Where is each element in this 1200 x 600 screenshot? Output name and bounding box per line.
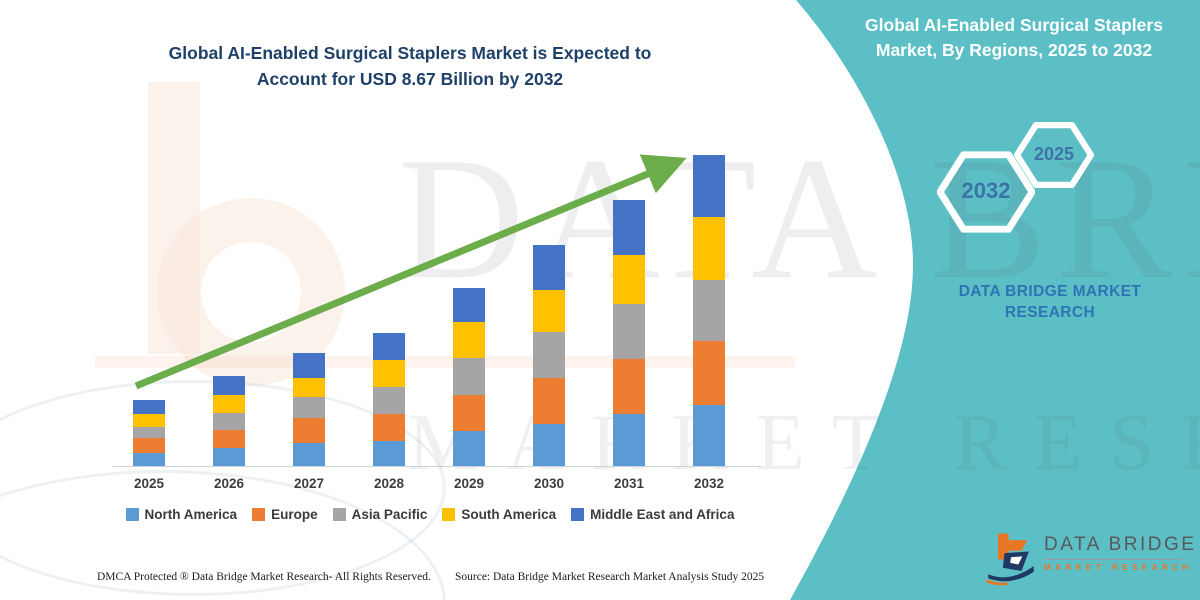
logo-divider-line bbox=[1044, 559, 1182, 560]
bar-segment-2027-south-america bbox=[293, 378, 325, 397]
legend-swatch bbox=[442, 508, 456, 521]
bar-segment-2027-north-america bbox=[293, 443, 325, 466]
chart-title: Global AI-Enabled Surgical Staplers Mark… bbox=[110, 40, 710, 92]
x-axis-label-2026: 2026 bbox=[213, 476, 245, 491]
bar-segment-2032-europe bbox=[693, 341, 725, 405]
legend-label: Europe bbox=[271, 507, 318, 522]
trend-arrow-line bbox=[134, 154, 687, 390]
hexagon-2025-outline bbox=[1013, 122, 1095, 188]
bar-segment-2029-south-america bbox=[453, 322, 485, 358]
bar-segment-2028-south-america bbox=[373, 360, 405, 387]
bar-segment-2026-europe bbox=[213, 430, 245, 448]
bar-segment-2029-asia-pacific bbox=[453, 358, 485, 395]
bar-segment-2028-europe bbox=[373, 414, 405, 441]
x-axis-line bbox=[112, 466, 762, 467]
legend-label: Asia Pacific bbox=[351, 507, 428, 522]
side-panel-title: Global AI-Enabled Surgical Staplers Mark… bbox=[828, 13, 1200, 63]
brand-text-line1: DATA BRIDGE MARKET bbox=[958, 283, 1142, 300]
x-axis-label-2028: 2028 bbox=[373, 476, 405, 491]
bar-segment-2025-europe bbox=[133, 438, 165, 453]
bar-segment-2032-south-america bbox=[693, 217, 725, 280]
bar-segment-2029-europe bbox=[453, 395, 485, 431]
bar-segment-2030-south-america bbox=[533, 290, 565, 332]
chart-title-line1: Global AI-Enabled Surgical Staplers Mark… bbox=[168, 43, 652, 63]
bar-segment-2027-europe bbox=[293, 418, 325, 443]
logo-tagline-text: MARKET RESEARCH bbox=[1044, 563, 1193, 572]
bar-segment-2028-asia-pacific bbox=[373, 387, 405, 414]
bar-segment-2028-middle-east-and-africa bbox=[373, 333, 405, 360]
hexagon-2032: 2032 bbox=[936, 150, 1036, 234]
bar-segment-2027-asia-pacific bbox=[293, 397, 325, 418]
trend-arrow bbox=[134, 154, 687, 390]
bar-segment-2030-north-america bbox=[533, 424, 565, 466]
bar-segment-2031-europe bbox=[613, 359, 645, 414]
x-axis-label-2025: 2025 bbox=[133, 476, 165, 491]
logo-brand-text: DATA BRIDGE bbox=[1044, 534, 1197, 555]
x-axis-label-2032: 2032 bbox=[693, 476, 725, 491]
bar-segment-2029-middle-east-and-africa bbox=[453, 288, 485, 322]
bar-segment-2025-south-america bbox=[133, 414, 165, 427]
data-bridge-logo-icon bbox=[986, 533, 1034, 586]
legend-item-north-america: North America bbox=[125, 507, 238, 522]
stacked-bar-chart: 2025 2026 2027 2028 2029 2030 2031 2032 bbox=[112, 155, 762, 491]
hexagon-2025: 2025 bbox=[1013, 122, 1095, 188]
legend-swatch bbox=[125, 508, 139, 521]
bar-segment-2028-north-america bbox=[373, 441, 405, 466]
chart-title-line2: Account for USD 8.67 Billion by 2032 bbox=[256, 69, 564, 89]
footer-source-text: Source: Data Bridge Market Research Mark… bbox=[455, 571, 765, 583]
legend-item-europe: Europe bbox=[252, 507, 318, 522]
bar-segment-2029-north-america bbox=[453, 431, 485, 466]
legend-label: North America bbox=[144, 507, 238, 522]
bar-segment-2032-asia-pacific bbox=[693, 280, 725, 341]
bar-segment-2031-north-america bbox=[613, 414, 645, 466]
logo-text-block: DATA BRIDGE MARKET RESEARCH bbox=[1044, 528, 1196, 572]
hexagon-2025-label: 2025 bbox=[1033, 144, 1075, 164]
watermark-text-line1: DATA BRIDGE bbox=[398, 121, 1200, 315]
bar-segment-2026-north-america bbox=[213, 448, 245, 466]
bar-segment-2030-middle-east-and-africa bbox=[533, 245, 565, 290]
legend-item-south-america: South America bbox=[442, 507, 556, 522]
bar-segment-2032-north-america bbox=[693, 405, 725, 466]
bar-segment-2031-south-america bbox=[613, 255, 645, 304]
x-axis-label-2027: 2027 bbox=[293, 476, 325, 491]
legend-swatch bbox=[571, 508, 585, 521]
bar-segment-2031-asia-pacific bbox=[613, 304, 645, 359]
bar-segment-2030-asia-pacific bbox=[533, 332, 565, 378]
hexagon-2032-outline bbox=[936, 151, 1036, 233]
legend-label: Middle East and Africa bbox=[590, 507, 735, 522]
side-panel-title-line1: Global AI-Enabled Surgical Staplers bbox=[865, 15, 1163, 35]
bar-segment-2026-middle-east-and-africa bbox=[213, 376, 245, 395]
legend-item-middle-east-and-africa: Middle East and Africa bbox=[571, 507, 734, 522]
legend-swatch bbox=[252, 508, 266, 521]
legend-item-asia-pacific: Asia Pacific bbox=[332, 507, 428, 522]
x-axis-label-2030: 2030 bbox=[533, 476, 565, 491]
data-bridge-logo: DATA BRIDGE MARKET RESEARCH bbox=[985, 528, 1194, 594]
brand-text-line2: RESEARCH bbox=[1004, 304, 1096, 321]
footer-dmca-text: DMCA Protected ® Data Bridge Market Rese… bbox=[97, 571, 431, 583]
x-axis-label-2029: 2029 bbox=[453, 476, 485, 491]
legend-label: South America bbox=[461, 507, 557, 522]
bar-segment-2030-europe bbox=[533, 378, 565, 424]
teal-panel-shape bbox=[790, 0, 1200, 600]
side-panel-title-line2: Market, By Regions, 2025 to 2032 bbox=[875, 40, 1153, 60]
bar-segment-2025-north-america bbox=[133, 453, 165, 466]
bar-segment-2031-middle-east-and-africa bbox=[613, 200, 645, 255]
bar-segment-2025-asia-pacific bbox=[133, 427, 165, 438]
chart-legend: North America Europe Asia Pacific South Ame… bbox=[85, 507, 775, 522]
x-axis-label-2031: 2031 bbox=[613, 476, 645, 491]
brand-text: DATA BRIDGE MARKET RESEARCH bbox=[916, 281, 1184, 323]
bar-segment-2026-asia-pacific bbox=[213, 413, 245, 430]
bar-segment-2025-middle-east-and-africa bbox=[133, 400, 165, 414]
hexagon-2032-label: 2032 bbox=[961, 178, 1011, 203]
legend-swatch bbox=[332, 508, 346, 521]
bar-segment-2032-middle-east-and-africa bbox=[693, 155, 725, 217]
bar-segment-2027-middle-east-and-africa bbox=[293, 353, 325, 378]
bar-segment-2026-south-america bbox=[213, 395, 245, 413]
